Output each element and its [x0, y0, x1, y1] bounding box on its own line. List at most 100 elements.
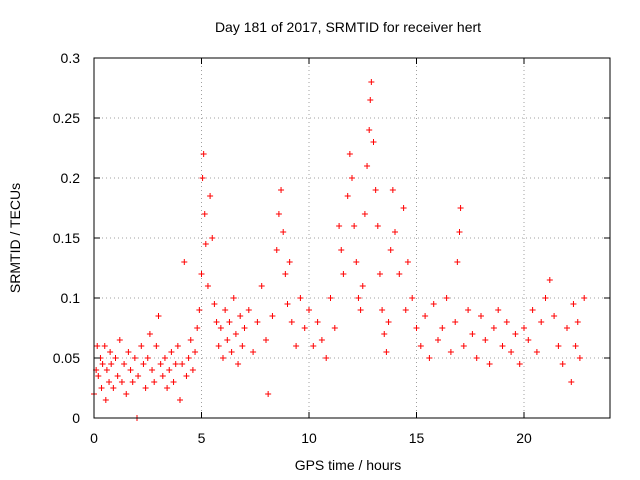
data-point [110, 385, 117, 391]
data-point [185, 355, 192, 361]
data-point [181, 259, 188, 265]
data-point [202, 241, 209, 247]
data-point [230, 295, 237, 301]
plot-frame [93, 57, 611, 419]
data-point [103, 367, 110, 373]
data-point [447, 349, 454, 355]
data-point [131, 355, 138, 361]
data-point [118, 379, 125, 385]
data-point [572, 343, 579, 349]
data-point [402, 307, 409, 313]
data-point [521, 325, 527, 331]
data-point [187, 337, 194, 343]
data-point [168, 349, 175, 355]
data-point [357, 307, 364, 313]
data-point [336, 223, 343, 229]
data-point [381, 331, 388, 337]
data-point [379, 307, 386, 313]
data-point [499, 343, 506, 349]
data-point [123, 391, 130, 397]
data-point [170, 379, 177, 385]
data-point [237, 313, 244, 319]
data-point [94, 343, 101, 349]
data-point [127, 367, 134, 373]
data-point [177, 397, 183, 403]
data-point [327, 295, 334, 301]
y-axis-label: SRMTID / TECUs [7, 183, 23, 293]
y-tick-label: 0 [72, 410, 80, 426]
data-point [196, 307, 203, 313]
data-point [387, 247, 394, 253]
x-tick-label: 20 [516, 430, 532, 446]
y-tick-label: 0.3 [61, 50, 81, 66]
data-point [129, 379, 136, 385]
data-point [215, 343, 222, 349]
data-point [278, 187, 285, 193]
y-tick-label: 0.15 [53, 230, 80, 246]
data-point [235, 361, 242, 367]
data-point [108, 361, 115, 367]
data-point [457, 205, 464, 211]
data-point [245, 307, 252, 313]
data-point [250, 349, 257, 355]
data-point [226, 319, 233, 325]
data-point [201, 211, 208, 217]
data-point [301, 325, 308, 331]
data-point [125, 349, 132, 355]
data-point [140, 361, 147, 367]
data-point [241, 325, 248, 331]
data-point [473, 355, 480, 361]
data-point [570, 301, 577, 307]
grid-lines [94, 58, 610, 418]
data-point [439, 325, 446, 331]
data-point [293, 343, 300, 349]
data-point [211, 301, 218, 307]
data-point [99, 361, 106, 367]
y-tick-label: 0.1 [61, 290, 81, 306]
data-point [364, 163, 371, 169]
data-point [340, 271, 347, 277]
data-point [367, 97, 374, 103]
data-point [460, 343, 467, 349]
data-point [166, 367, 173, 373]
data-point [383, 349, 390, 355]
data-point [465, 307, 472, 313]
x-tick-labels: 0 5 10 15 20 [90, 430, 532, 446]
data-point [138, 343, 145, 349]
data-point [153, 343, 160, 349]
data-point [217, 325, 224, 331]
data-point [149, 367, 156, 373]
data-point [559, 361, 566, 367]
data-point [512, 331, 519, 337]
data-point [564, 325, 570, 331]
data-point [368, 79, 375, 85]
data-point [146, 331, 153, 337]
data-point [366, 127, 373, 133]
data-point [297, 295, 304, 301]
data-point [207, 193, 214, 199]
y-tick-label: 0.25 [53, 110, 80, 126]
data-point [224, 337, 231, 343]
data-point [516, 361, 523, 367]
data-point [430, 301, 437, 307]
data-point [417, 343, 424, 349]
data-point [135, 373, 142, 379]
data-point [121, 361, 128, 367]
data-point [568, 379, 575, 385]
data-point [413, 325, 420, 331]
x-tick-label: 0 [90, 430, 98, 446]
data-point [204, 283, 211, 289]
data-point [220, 355, 226, 361]
data-point [174, 343, 181, 349]
data-point [346, 151, 353, 157]
data-point [389, 187, 396, 193]
data-point [288, 319, 295, 325]
data-point [114, 373, 121, 379]
data-point [478, 313, 484, 319]
data-point [102, 397, 109, 403]
data-point [338, 247, 345, 253]
data-point [159, 373, 166, 379]
data-point [172, 361, 179, 367]
data-point [361, 211, 368, 217]
